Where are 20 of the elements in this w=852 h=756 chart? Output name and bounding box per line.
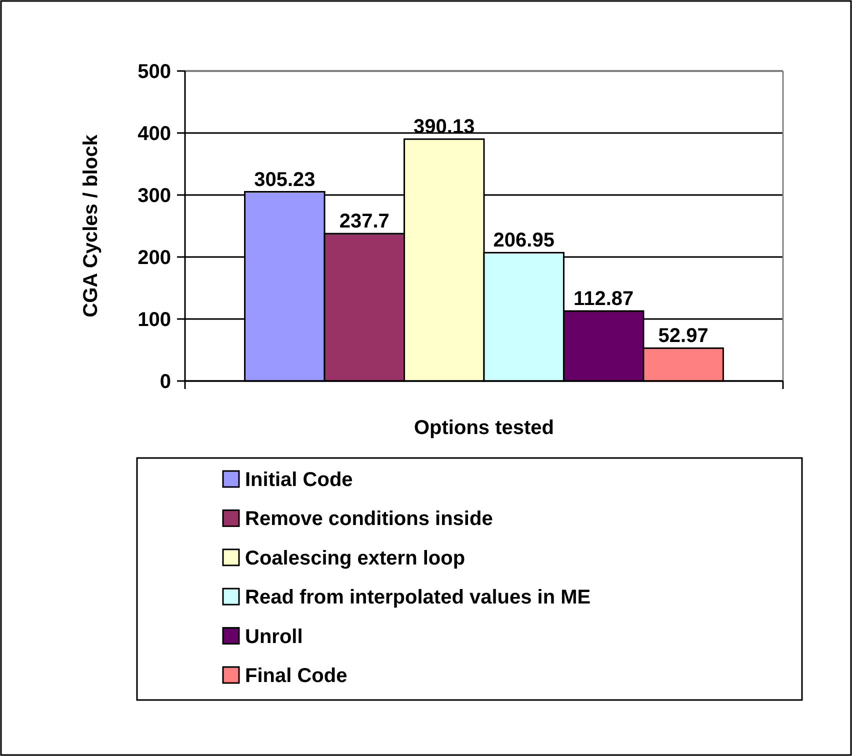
y-tick-label: 200 — [138, 247, 171, 269]
legend-label: Initial Code — [245, 469, 353, 491]
y-tick-label: 400 — [138, 123, 171, 145]
y-tick-label: 500 — [138, 61, 171, 83]
data-label: 112.87 — [574, 288, 634, 310]
data-label: 237.7 — [339, 210, 390, 233]
y-tick-label: 100 — [138, 309, 171, 331]
x-axis-title: Options tested — [414, 417, 554, 439]
y-tick-label: 0 — [160, 371, 171, 393]
data-label: 206.95 — [493, 230, 554, 252]
legend-label: Unroll — [245, 626, 303, 648]
legend-label: Read from interpolated values in ME — [245, 586, 591, 609]
legend-label: Remove conditions inside — [245, 508, 493, 530]
y-axis-title: CGA Cycles / block — [80, 134, 102, 318]
legend-label: Coalescing extern loop — [245, 547, 466, 570]
data-label: 305.23 — [254, 168, 316, 191]
y-tick-label: 300 — [138, 185, 171, 207]
legend-label: Final Code — [245, 665, 348, 687]
data-label: 390.13 — [414, 116, 475, 138]
data-label: 52.97 — [658, 325, 708, 348]
